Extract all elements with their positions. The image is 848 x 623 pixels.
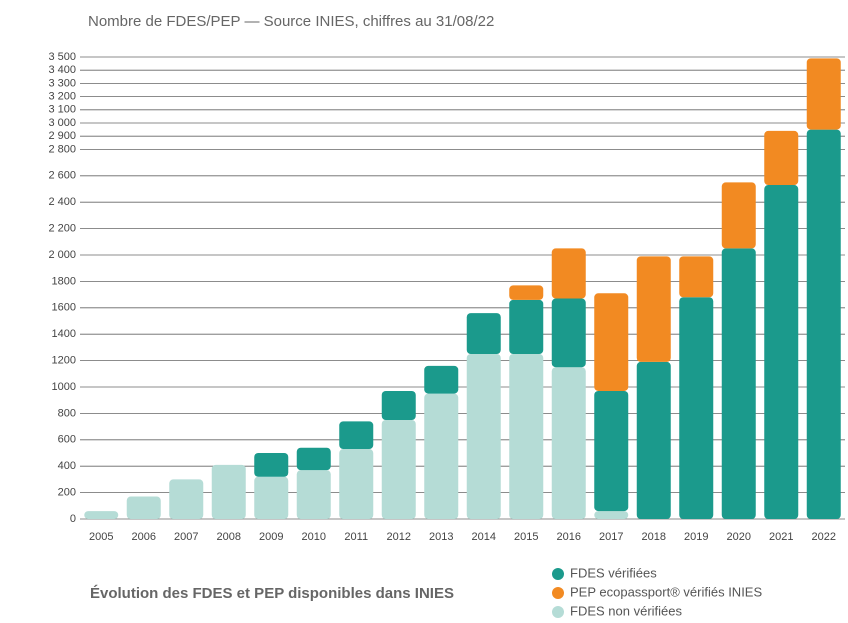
- bar-segment: [594, 293, 629, 391]
- bar-segment: [339, 449, 374, 519]
- legend-label: FDES non vérifiées: [570, 603, 682, 618]
- bar-segment: [126, 496, 161, 519]
- y-tick-label: 1400: [52, 328, 76, 340]
- y-tick-label: 3 100: [48, 104, 76, 116]
- y-tick-label: 2 400: [48, 196, 76, 208]
- x-tick-label: 2012: [387, 531, 411, 543]
- bar-segment: [84, 511, 119, 519]
- bar-segment: [466, 313, 501, 354]
- x-tick-label: 2007: [174, 531, 198, 543]
- y-tick-label: 1800: [52, 275, 76, 287]
- bar-segment: [764, 130, 799, 186]
- y-tick-label: 1200: [52, 355, 76, 367]
- y-tick-label: 2 600: [48, 170, 76, 182]
- x-tick-label: 2018: [642, 531, 666, 543]
- x-tick-label: 2019: [684, 531, 708, 543]
- bar-segment: [551, 367, 586, 519]
- x-tick-label: 2021: [769, 531, 793, 543]
- legend-swatch: [552, 606, 564, 618]
- bar-segment: [211, 464, 246, 519]
- x-tick-label: 2017: [599, 531, 623, 543]
- bar-segment: [509, 299, 544, 354]
- y-tick-label: 0: [70, 513, 76, 525]
- y-tick-label: 3 400: [48, 64, 76, 76]
- legend-swatch: [552, 587, 564, 599]
- x-tick-label: 2006: [132, 531, 156, 543]
- bar-segment: [381, 390, 416, 420]
- x-tick-label: 2014: [472, 531, 496, 543]
- bar-segment: [296, 447, 331, 471]
- x-tick-label: 2009: [259, 531, 283, 543]
- legend-label: PEP ecopassport® vérifiés INIES: [570, 584, 762, 599]
- bar-segment: [636, 256, 671, 362]
- bar-segment: [679, 256, 714, 298]
- chart-title: Nombre de FDES/PEP — Source INIES, chiff…: [88, 13, 494, 30]
- y-tick-label: 400: [58, 460, 76, 472]
- bar-segment: [594, 511, 629, 519]
- y-tick-label: 3 000: [48, 117, 76, 129]
- bar-segment: [764, 185, 799, 520]
- x-tick-label: 2022: [812, 531, 836, 543]
- bar-segment: [381, 420, 416, 519]
- y-tick-label: 1600: [52, 302, 76, 314]
- bar-segment: [339, 421, 374, 450]
- y-tick-label: 2 200: [48, 223, 76, 235]
- y-tick-label: 3 200: [48, 91, 76, 103]
- y-tick-label: 2 900: [48, 130, 76, 142]
- y-tick-label: 1000: [52, 381, 76, 393]
- x-tick-label: 2005: [89, 531, 113, 543]
- bar-segment: [551, 298, 586, 368]
- x-tick-label: 2010: [302, 531, 326, 543]
- bar-segment: [424, 393, 459, 519]
- legend-label: FDES vérifiées: [570, 565, 657, 580]
- x-tick-label: 2013: [429, 531, 453, 543]
- bar-segment: [594, 390, 629, 512]
- y-tick-label: 2 800: [48, 143, 76, 155]
- x-tick-label: 2016: [557, 531, 581, 543]
- bar-segment: [466, 354, 501, 519]
- x-tick-label: 2011: [344, 531, 368, 543]
- y-tick-label: 200: [58, 487, 76, 499]
- bar-segment: [551, 248, 586, 299]
- bar-segment: [679, 297, 714, 519]
- x-tick-label: 2008: [217, 531, 241, 543]
- bar-segment: [806, 129, 841, 519]
- y-tick-label: 600: [58, 434, 76, 446]
- y-tick-label: 2 000: [48, 249, 76, 261]
- bar-segment: [509, 354, 544, 519]
- x-tick-label: 2015: [514, 531, 538, 543]
- bar-segment: [169, 479, 204, 519]
- bar-segment: [721, 182, 756, 249]
- bar-segment: [296, 470, 331, 519]
- bar-segment: [509, 285, 544, 300]
- y-tick-label: 3 300: [48, 77, 76, 89]
- bar-segment: [806, 58, 841, 130]
- y-tick-label: 800: [58, 407, 76, 419]
- bar-segment: [721, 248, 756, 519]
- chart-caption: Évolution des FDES et PEP disponibles da…: [90, 585, 454, 602]
- bar-segment: [424, 365, 459, 394]
- bar-segment: [254, 453, 289, 477]
- bar-segment: [254, 476, 289, 519]
- y-tick-label: 3 500: [48, 51, 76, 63]
- legend-swatch: [552, 568, 564, 580]
- x-tick-label: 2020: [727, 531, 751, 543]
- bar-segment: [636, 361, 671, 519]
